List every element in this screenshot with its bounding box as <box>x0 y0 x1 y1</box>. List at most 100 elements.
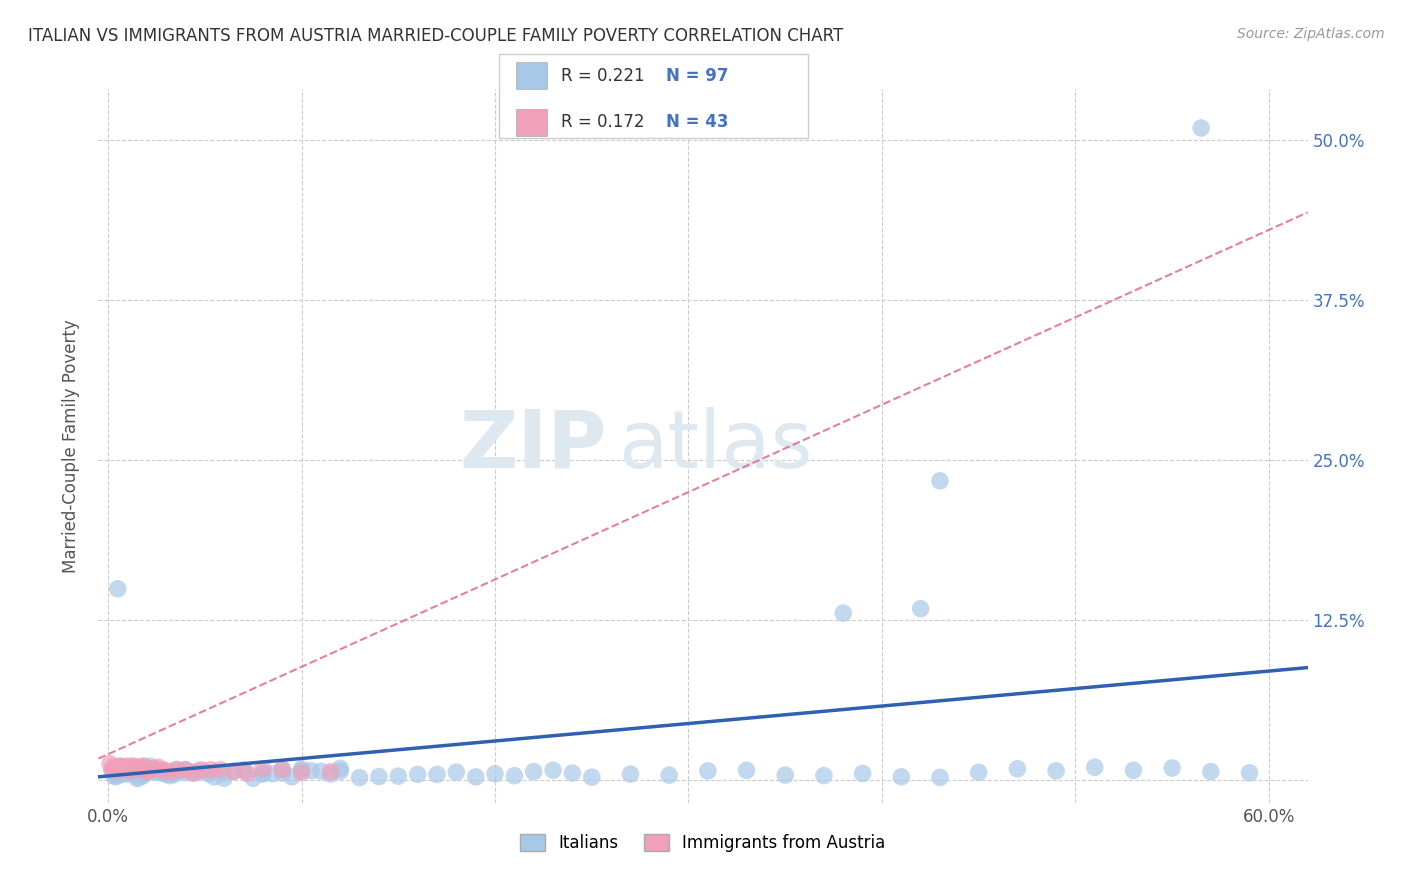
Point <box>1199 764 1222 779</box>
Point <box>120 764 142 778</box>
Point <box>114 760 136 774</box>
Point <box>200 763 222 777</box>
Point <box>166 764 188 779</box>
Y-axis label: Married-Couple Family Poverty: Married-Couple Family Poverty <box>62 319 80 573</box>
Point <box>135 764 157 779</box>
Text: atlas: atlas <box>619 407 813 485</box>
Point <box>1161 761 1184 775</box>
Point <box>127 761 149 775</box>
Text: ZIP: ZIP <box>458 407 606 485</box>
Point <box>773 768 796 782</box>
Point <box>108 766 131 780</box>
Point <box>484 766 506 780</box>
Point <box>209 763 232 777</box>
Point <box>222 764 245 779</box>
Point <box>108 761 131 775</box>
Point <box>143 762 166 776</box>
Point <box>204 770 226 784</box>
Point <box>128 760 150 774</box>
Point <box>143 763 166 777</box>
Point <box>1084 760 1107 774</box>
Point <box>165 763 187 777</box>
Point <box>111 759 134 773</box>
Point <box>160 764 183 779</box>
Point <box>101 763 124 777</box>
Point <box>134 759 156 773</box>
Point <box>619 767 641 781</box>
Point <box>124 760 146 774</box>
Point <box>112 767 135 781</box>
Point <box>98 756 121 771</box>
Point <box>107 768 129 782</box>
Text: ITALIAN VS IMMIGRANTS FROM AUSTRIA MARRIED-COUPLE FAMILY POVERTY CORRELATION CHA: ITALIAN VS IMMIGRANTS FROM AUSTRIA MARRI… <box>28 27 844 45</box>
Point <box>735 764 758 778</box>
Point <box>252 767 274 781</box>
Point <box>135 765 157 780</box>
Point <box>139 764 162 778</box>
Point <box>1007 762 1029 776</box>
Point <box>929 474 952 488</box>
Point <box>103 769 125 783</box>
Point <box>148 764 170 779</box>
Point <box>138 764 160 779</box>
Point <box>139 759 162 773</box>
Point <box>271 762 294 776</box>
Point <box>696 764 718 778</box>
Point <box>132 769 155 783</box>
Point <box>134 763 156 777</box>
Point <box>329 761 352 775</box>
Point <box>155 766 177 780</box>
Point <box>117 766 139 780</box>
Point <box>186 764 208 779</box>
Point <box>222 764 245 779</box>
Point <box>309 764 332 779</box>
Point <box>190 763 212 777</box>
Point <box>107 764 129 779</box>
Point <box>262 766 284 780</box>
Point <box>319 764 342 779</box>
Point <box>118 762 141 776</box>
Point <box>114 764 136 779</box>
Point <box>581 770 603 784</box>
Point <box>129 761 152 775</box>
Point <box>1045 764 1067 778</box>
Point <box>132 759 155 773</box>
Point <box>852 766 875 780</box>
Point <box>832 606 855 620</box>
Point <box>139 762 162 776</box>
Point <box>120 764 142 779</box>
Text: N = 97: N = 97 <box>666 67 728 85</box>
Point <box>387 769 409 783</box>
Point <box>117 759 139 773</box>
Point <box>122 759 145 773</box>
Point <box>658 768 681 782</box>
Point <box>329 764 352 779</box>
Point <box>252 762 274 776</box>
Point <box>155 764 177 778</box>
Point <box>107 582 129 596</box>
Point <box>112 763 135 777</box>
Point <box>122 761 145 775</box>
Point <box>101 762 124 776</box>
Point <box>108 759 131 773</box>
Point <box>122 762 145 776</box>
Point <box>111 760 134 774</box>
Point <box>290 762 312 776</box>
Point <box>271 762 294 776</box>
Point <box>197 767 219 781</box>
Point <box>967 765 990 780</box>
Point <box>406 767 429 781</box>
Point <box>426 767 449 781</box>
Point <box>349 771 371 785</box>
Point <box>271 766 294 780</box>
Text: Source: ZipAtlas.com: Source: ZipAtlas.com <box>1237 27 1385 41</box>
Point <box>290 764 312 778</box>
Point <box>103 763 125 777</box>
Text: R = 0.172: R = 0.172 <box>561 113 644 131</box>
Point <box>290 765 312 780</box>
Point <box>523 764 546 779</box>
Point <box>174 765 197 780</box>
Point <box>236 766 259 780</box>
Point <box>232 763 254 777</box>
Point <box>174 763 197 777</box>
